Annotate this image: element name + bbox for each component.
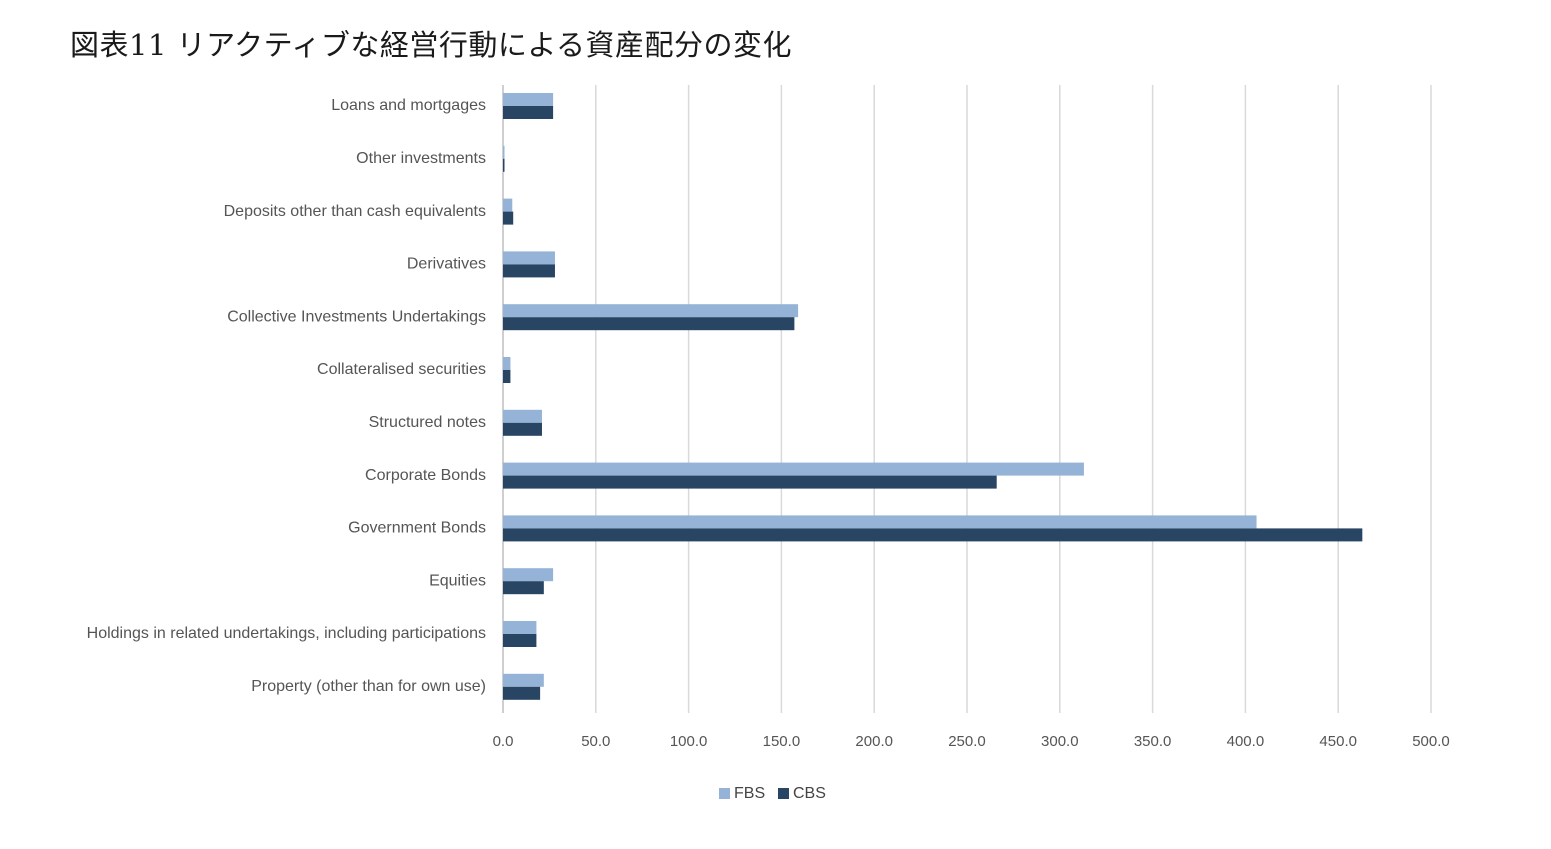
x-axis-tick-labels: 0.0 50.0 100.0 150.0 200.0 250.0 300.0 350.0 400… [493, 733, 1450, 750]
category-label: Equities [429, 572, 486, 589]
category-label: Property (other than for own use) [251, 678, 486, 695]
x-tick-label: 250.0 [948, 733, 986, 750]
x-tick-label: 200.0 [855, 733, 893, 750]
category-label: Deposits other than cash equivalents [224, 203, 486, 220]
legend-swatch-fbs [719, 788, 730, 799]
legend-label-cbs: CBS [793, 785, 826, 802]
bar-fbs [503, 93, 554, 106]
x-tick-label: 450.0 [1319, 733, 1357, 750]
x-tick-label: 300.0 [1041, 733, 1079, 750]
bar-fbs [503, 304, 799, 318]
bar-cbs [503, 264, 555, 278]
category-label: Collateralised securities [317, 361, 486, 378]
bar-cbs [503, 422, 542, 436]
page-title: 図表11 リアクティブな経営行動による資産配分の変化 [70, 28, 793, 62]
legend: FBS CBS [719, 785, 826, 802]
bar-cbs [503, 158, 505, 172]
bar-fbs [503, 621, 537, 634]
bar-cbs [503, 211, 514, 225]
category-label: Government Bonds [348, 520, 486, 537]
legend-label-fbs: FBS [734, 785, 765, 802]
category-label: Structured notes [369, 414, 486, 431]
category-label: Collective Investments Undertakings [227, 308, 486, 325]
bar-fbs [503, 462, 1084, 476]
bar-cbs [503, 475, 997, 489]
category-label: Corporate Bonds [365, 467, 486, 484]
x-tick-label: 50.0 [581, 733, 610, 750]
bar-cbs [503, 370, 511, 383]
x-tick-label: 400.0 [1227, 733, 1265, 750]
bar-cbs [503, 581, 544, 595]
bar-cbs [503, 634, 537, 647]
bar-cbs [503, 106, 554, 119]
bar-fbs [503, 515, 1257, 529]
gridlines [502, 85, 1432, 713]
category-labels: Loans and mortgages Other investments Depo… [87, 97, 486, 695]
legend-swatch-cbs [778, 788, 789, 799]
bar-fbs [503, 568, 554, 582]
x-tick-label: 100.0 [670, 733, 708, 750]
bar-cbs [503, 317, 795, 331]
category-label: Other investments [356, 150, 486, 167]
bar-fbs [503, 198, 513, 212]
bar-cbs [503, 686, 541, 700]
bar-cbs [503, 528, 1363, 542]
x-tick-label: 500.0 [1412, 733, 1450, 750]
bar-fbs [503, 409, 542, 423]
x-tick-label: 350.0 [1134, 733, 1172, 750]
category-label: Holdings in related undertakings, includ… [87, 625, 486, 642]
bar-fbs [503, 357, 511, 370]
bar-fbs [503, 673, 544, 687]
bar-fbs [503, 145, 505, 159]
category-label: Loans and mortgages [331, 97, 486, 114]
bar-fbs [503, 251, 555, 265]
x-tick-label: 0.0 [493, 733, 514, 750]
x-tick-label: 150.0 [763, 733, 801, 750]
bars [503, 93, 1363, 700]
category-label: Derivatives [407, 256, 486, 273]
